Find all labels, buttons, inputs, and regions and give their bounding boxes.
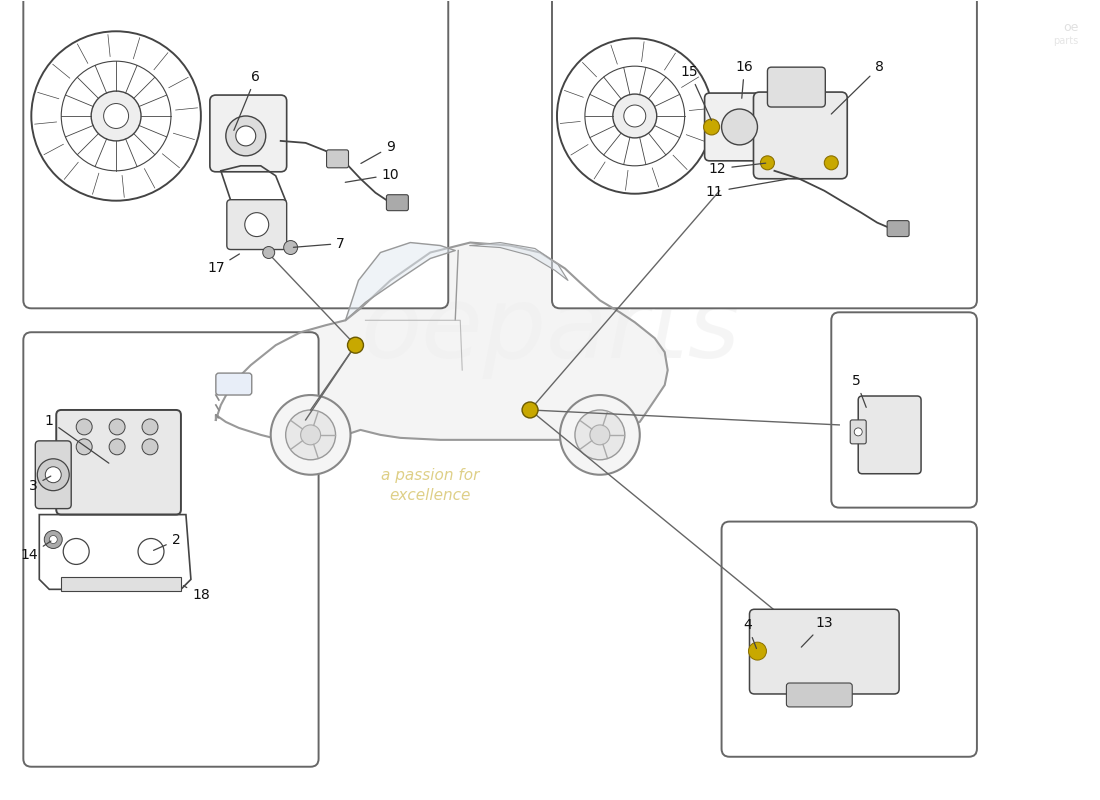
Circle shape bbox=[855, 428, 862, 436]
Circle shape bbox=[284, 241, 298, 254]
FancyBboxPatch shape bbox=[858, 396, 921, 474]
Text: 2: 2 bbox=[154, 534, 180, 550]
Text: 12: 12 bbox=[708, 162, 766, 176]
FancyBboxPatch shape bbox=[887, 221, 909, 237]
Circle shape bbox=[760, 156, 774, 170]
Text: 1: 1 bbox=[45, 414, 109, 463]
FancyBboxPatch shape bbox=[216, 373, 252, 395]
Circle shape bbox=[37, 458, 69, 490]
FancyBboxPatch shape bbox=[768, 67, 825, 107]
Circle shape bbox=[624, 105, 646, 127]
Polygon shape bbox=[216, 242, 668, 442]
Text: oe: oe bbox=[1064, 22, 1079, 34]
Circle shape bbox=[142, 419, 158, 435]
Circle shape bbox=[109, 419, 125, 435]
FancyBboxPatch shape bbox=[62, 578, 180, 591]
Circle shape bbox=[63, 538, 89, 565]
Circle shape bbox=[76, 439, 92, 455]
Text: 11: 11 bbox=[706, 179, 786, 198]
Text: parts: parts bbox=[1054, 36, 1079, 46]
Text: 4: 4 bbox=[744, 618, 757, 649]
Circle shape bbox=[300, 425, 320, 445]
Text: 9: 9 bbox=[361, 140, 395, 163]
Text: 15: 15 bbox=[681, 65, 712, 121]
Circle shape bbox=[235, 126, 255, 146]
Circle shape bbox=[91, 91, 141, 141]
Text: 6: 6 bbox=[234, 70, 261, 130]
FancyBboxPatch shape bbox=[705, 93, 774, 161]
Circle shape bbox=[50, 535, 57, 543]
Circle shape bbox=[560, 395, 640, 474]
Text: 17: 17 bbox=[207, 254, 240, 275]
FancyBboxPatch shape bbox=[227, 200, 287, 250]
FancyBboxPatch shape bbox=[23, 0, 449, 308]
FancyBboxPatch shape bbox=[56, 410, 180, 514]
Circle shape bbox=[263, 246, 275, 258]
Circle shape bbox=[748, 642, 767, 660]
FancyBboxPatch shape bbox=[786, 683, 852, 707]
Text: 13: 13 bbox=[801, 616, 833, 647]
Text: 18: 18 bbox=[184, 586, 210, 602]
FancyBboxPatch shape bbox=[754, 92, 847, 178]
FancyBboxPatch shape bbox=[722, 522, 977, 757]
Circle shape bbox=[722, 109, 758, 145]
Circle shape bbox=[824, 156, 838, 170]
Text: 7: 7 bbox=[294, 237, 345, 250]
FancyBboxPatch shape bbox=[327, 150, 349, 168]
Circle shape bbox=[348, 338, 363, 353]
FancyBboxPatch shape bbox=[23, 332, 319, 766]
FancyBboxPatch shape bbox=[749, 610, 899, 694]
FancyBboxPatch shape bbox=[386, 194, 408, 210]
Text: 14: 14 bbox=[21, 541, 51, 562]
Text: 16: 16 bbox=[736, 60, 754, 98]
Circle shape bbox=[226, 116, 266, 156]
Circle shape bbox=[613, 94, 657, 138]
FancyBboxPatch shape bbox=[35, 441, 72, 509]
Circle shape bbox=[704, 119, 719, 135]
Circle shape bbox=[245, 213, 268, 237]
Circle shape bbox=[286, 410, 336, 460]
Circle shape bbox=[76, 419, 92, 435]
FancyBboxPatch shape bbox=[850, 420, 866, 444]
Circle shape bbox=[138, 538, 164, 565]
Circle shape bbox=[575, 410, 625, 460]
Circle shape bbox=[103, 103, 129, 129]
FancyBboxPatch shape bbox=[552, 0, 977, 308]
Text: 5: 5 bbox=[851, 374, 866, 407]
Text: 3: 3 bbox=[29, 476, 51, 493]
FancyBboxPatch shape bbox=[210, 95, 287, 172]
Polygon shape bbox=[470, 242, 568, 281]
Circle shape bbox=[590, 425, 609, 445]
Circle shape bbox=[45, 466, 62, 482]
Text: 8: 8 bbox=[832, 60, 883, 114]
Text: a passion for: a passion for bbox=[381, 468, 480, 482]
Circle shape bbox=[522, 402, 538, 418]
Circle shape bbox=[271, 395, 351, 474]
Text: 10: 10 bbox=[345, 168, 399, 182]
Circle shape bbox=[44, 530, 63, 549]
Circle shape bbox=[142, 439, 158, 455]
Text: excellence: excellence bbox=[389, 488, 471, 502]
Polygon shape bbox=[345, 242, 455, 320]
FancyBboxPatch shape bbox=[832, 312, 977, 508]
Circle shape bbox=[109, 439, 125, 455]
Text: oeparts: oeparts bbox=[360, 282, 740, 378]
